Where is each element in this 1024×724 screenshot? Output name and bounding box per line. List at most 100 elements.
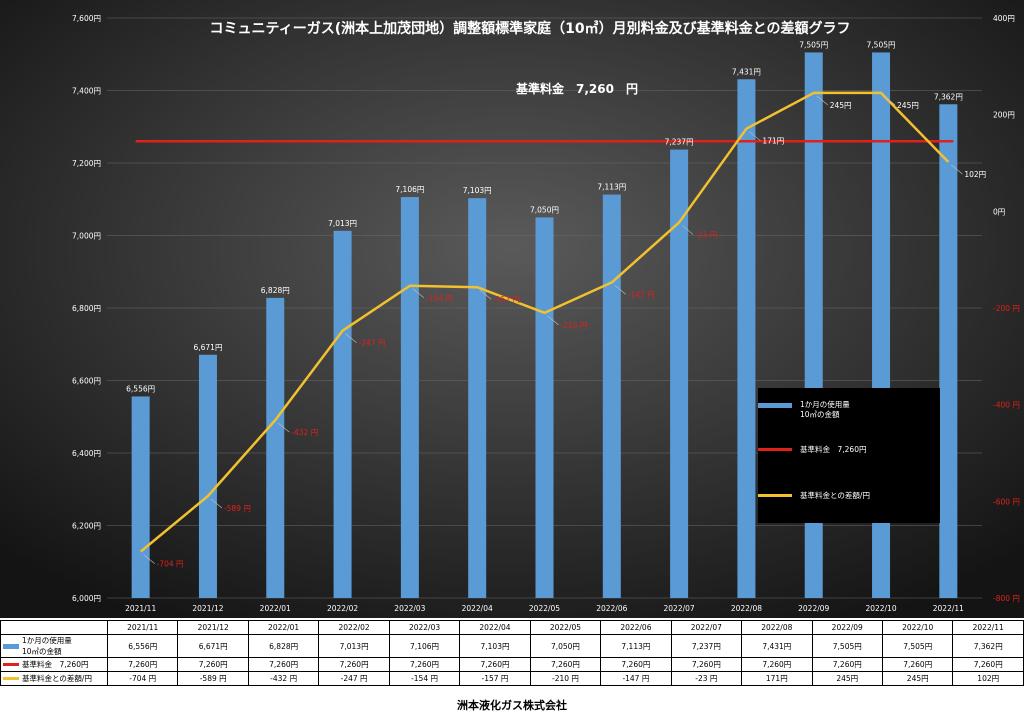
bar-value-label: 6,671円 — [193, 343, 222, 352]
table-row-header: 基準料金との差額/円 — [0, 671, 108, 686]
bar-value-label: 7,113円 — [597, 183, 626, 192]
right-axis-tick-label: -200 円 — [993, 304, 1020, 313]
difference-value-label: -247 円 — [359, 339, 386, 348]
table-row: 基準料金との差額/円 -704 円 -589 円 -432 円 -247 円 -154 円… — [0, 671, 1024, 686]
table-row-label: 基準料金との差額/円 — [22, 674, 92, 683]
x-axis-tick-label: 2022/09 — [798, 604, 829, 613]
bar — [939, 104, 958, 599]
bar — [602, 194, 621, 598]
x-axis-tick-label: 2022/10 — [865, 604, 896, 613]
right-axis-tick-label: -600 円 — [993, 497, 1020, 506]
difference-value-label: 102円 — [964, 170, 986, 179]
table-key-swatch — [3, 677, 19, 680]
difference-value-label: -432 円 — [291, 428, 318, 437]
difference-leader-line — [614, 285, 626, 295]
table-cell: 7,106円 — [388, 634, 461, 658]
table-cell: 7,260円 — [247, 657, 320, 672]
difference-value-label: -157 円 — [493, 295, 520, 304]
bar — [198, 354, 217, 598]
chart-title: コミュニティーガス(洲本上加茂団地）調整額標準家庭（10㎥）月別料金及び基準料金… — [210, 20, 851, 37]
x-axis-tick-label: 2021/12 — [192, 604, 223, 613]
table-header-cell: 2022/05 — [529, 620, 602, 635]
table-header-cell: 2022/03 — [388, 620, 461, 635]
left-axis-tick-label: 7,000円 — [72, 232, 101, 241]
x-axis-tick-label: 2022/03 — [394, 604, 425, 613]
difference-leader-line — [345, 333, 357, 343]
table-cell: -247 円 — [318, 671, 390, 686]
difference-leader-line — [883, 95, 896, 106]
table-cell: 6,556円 — [106, 634, 179, 658]
table-header-cell: 2022/11 — [952, 620, 1024, 635]
legend-item-diff: 基準料金との差額/円 — [758, 491, 870, 501]
table-cell: 7,260円 — [177, 657, 249, 672]
legend: 1か月の使用量 10㎥の金額 基準料金 7,260円 基準料金との差額/円 — [758, 388, 940, 523]
left-axis-tick-label: 6,200円 — [72, 522, 101, 531]
table-header-cell: 2022/02 — [318, 620, 390, 635]
table-cell: 7,260円 — [388, 657, 461, 672]
legend-swatch-diff — [758, 494, 792, 497]
table-cell: 245円 — [881, 671, 954, 686]
table-corner-cell — [0, 620, 108, 635]
table-cell: 6,828円 — [247, 634, 320, 658]
legend-swatch-bar — [758, 403, 792, 408]
difference-leader-line — [749, 131, 761, 141]
legend-item-bar: 1か月の使用量 10㎥の金額 — [758, 400, 850, 420]
table-cell: -432 円 — [247, 671, 320, 686]
table-cell: 7,050円 — [529, 634, 602, 658]
bar-value-label: 6,556円 — [126, 384, 155, 393]
table-cell: 7,103円 — [459, 634, 531, 658]
table-cell: -589 円 — [177, 671, 249, 686]
difference-value-label: -147 円 — [628, 290, 655, 299]
table-header-cell: 2022/10 — [881, 620, 954, 635]
left-axis-tick-label: 6,600円 — [72, 377, 101, 386]
table-cell: -704 円 — [106, 671, 179, 686]
x-axis-tick-label: 2022/02 — [327, 604, 358, 613]
table-cell: -154 円 — [388, 671, 461, 686]
difference-leader-line — [681, 225, 694, 235]
table-cell: 7,260円 — [529, 657, 602, 672]
bar — [266, 297, 285, 598]
bar-value-label: 7,505円 — [867, 40, 896, 49]
table-row-label: 基準料金 7,260円 — [22, 660, 89, 669]
footer-company-name: 洲本液化ガス株式会社 — [457, 699, 567, 712]
table-row: 基準料金 7,260円 7,260円 7,260円 7,260円 7,260円 7,260… — [0, 657, 1024, 672]
bar — [670, 149, 689, 598]
left-axis-tick-label: 7,600円 — [72, 14, 101, 23]
table-row-label: 1か月の使用量 10㎥の金額 — [22, 636, 72, 656]
table-cell: 7,260円 — [106, 657, 179, 672]
table-cell: 102円 — [952, 671, 1024, 686]
table-row-header: 基準料金 7,260円 — [0, 657, 108, 672]
table-cell: 7,505円 — [881, 634, 954, 658]
table-key-swatch — [3, 643, 19, 649]
difference-leader-line — [412, 288, 425, 298]
bar-value-label: 7,050円 — [530, 205, 559, 214]
table-cell: -147 円 — [600, 671, 672, 686]
combo-chart: 6,556円 6,671円 6,828円 7,013円 7,106円 7,103円 7,05… — [0, 0, 1024, 618]
legend-label-diff: 基準料金との差額/円 — [800, 491, 870, 500]
axes-layer: 6,000円 6,200円 6,400円 6,600円 6,800円 7,000円 7,20… — [72, 14, 1020, 613]
table-row: 1か月の使用量 10㎥の金額 6,556円 6,671円 6,828円 7,013円 7,… — [0, 634, 1024, 658]
difference-leader-line — [816, 95, 828, 106]
table-cell: 7,362円 — [952, 634, 1024, 658]
table-key-swatch — [3, 663, 19, 666]
table-cell: 7,260円 — [670, 657, 743, 672]
right-axis-tick-label: -400 円 — [993, 401, 1020, 410]
table-cell: 245円 — [811, 671, 883, 686]
x-axis-tick-label: 2022/08 — [731, 604, 762, 613]
table-cell: 7,260円 — [318, 657, 390, 672]
table-cell: 6,671円 — [177, 634, 249, 658]
bar-value-label: 7,362円 — [934, 92, 963, 101]
table-header-cell: 2021/12 — [177, 620, 249, 635]
difference-value-label: 171円 — [762, 137, 784, 146]
difference-value-label: -210 円 — [561, 321, 588, 330]
table-cell: 7,260円 — [811, 657, 883, 672]
table-cell: 7,260円 — [881, 657, 954, 672]
data-table: 2021/11 2021/12 2022/01 2022/02 2022/03 2022/… — [0, 620, 1024, 686]
bar-value-label: 7,505円 — [799, 40, 828, 49]
bar — [131, 396, 150, 598]
table-cell: 7,260円 — [741, 657, 813, 672]
difference-value-label: -589 円 — [224, 504, 251, 513]
table-cell: 7,113円 — [600, 634, 672, 658]
x-axis-tick-label: 2022/04 — [462, 604, 493, 613]
bar — [535, 217, 554, 598]
